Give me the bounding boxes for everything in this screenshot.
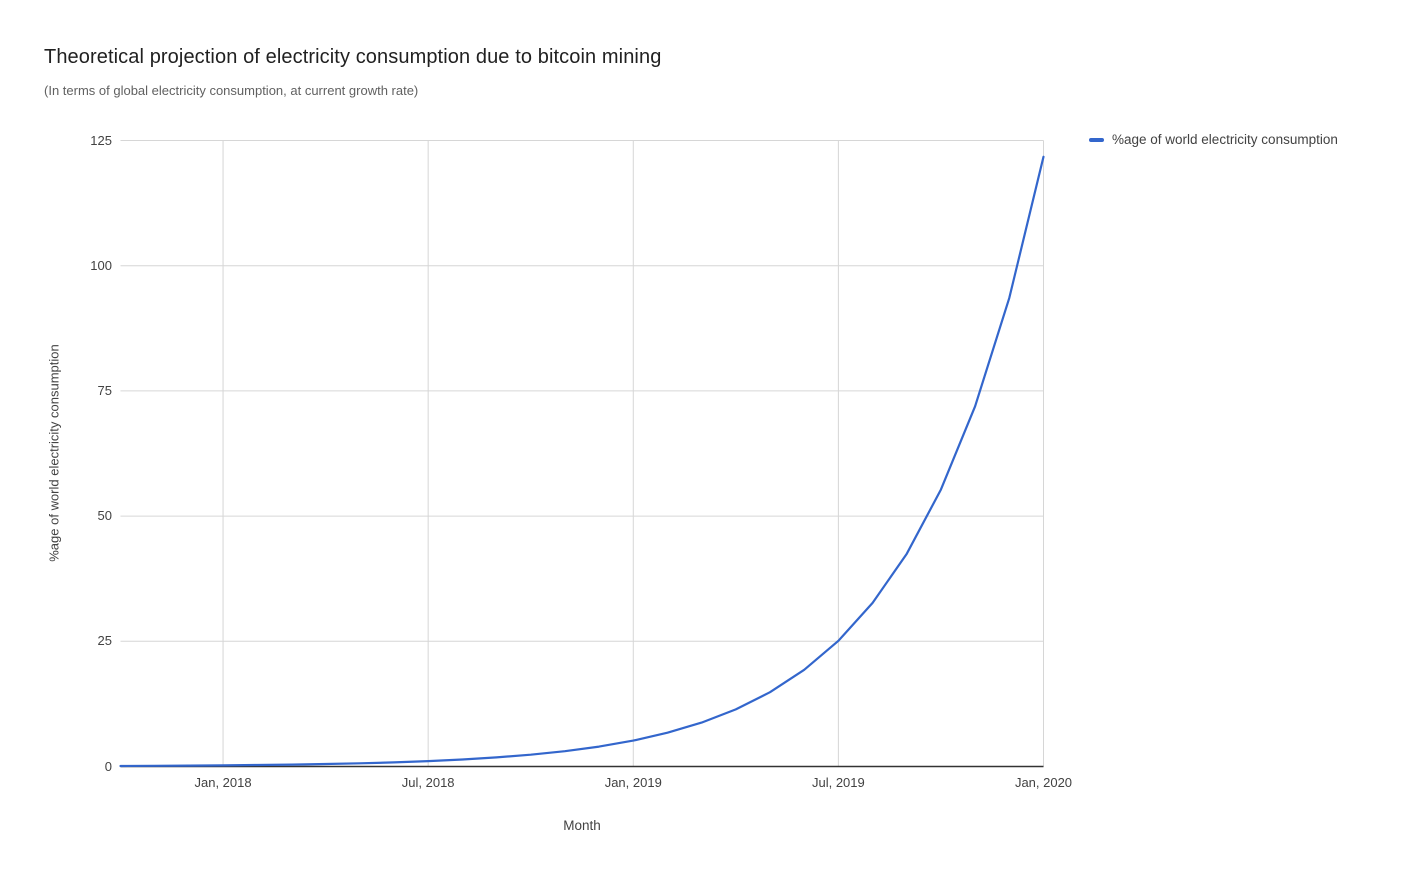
chart-subtitle: (In terms of global electricity consumpt… xyxy=(44,83,419,98)
legend-label: %age of world electricity consumption xyxy=(1112,132,1338,147)
legend-swatch-icon xyxy=(1089,137,1104,142)
x-tick-label: Jan, 2020 xyxy=(1014,775,1073,790)
series-line xyxy=(119,155,1045,768)
x-tick-label: Jul, 2018 xyxy=(401,775,455,790)
x-tick-label: Jan, 2019 xyxy=(604,775,662,790)
y-axis-title: %age of world electricity consumption xyxy=(46,344,62,562)
y-tick-label: 50 xyxy=(97,508,112,524)
x-axis-title: Month xyxy=(563,818,601,833)
y-tick-label: 0 xyxy=(104,758,112,774)
chart-title: Theoretical projection of electricity co… xyxy=(44,46,662,68)
x-tick-label: Jan, 2018 xyxy=(194,775,252,790)
y-tick-label: 75 xyxy=(97,382,112,398)
x-tick-label: Jul, 2019 xyxy=(811,775,865,790)
legend: %age of world electricity consumption xyxy=(1089,132,1338,147)
y-tick-label: 100 xyxy=(90,257,112,273)
y-tick-label: 25 xyxy=(97,633,112,649)
y-tick-label: 125 xyxy=(90,132,112,148)
